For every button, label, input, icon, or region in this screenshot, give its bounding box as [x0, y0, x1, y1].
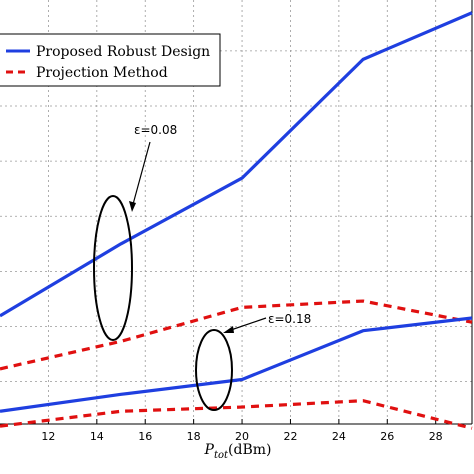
- x-tick-label: 14: [90, 430, 104, 443]
- annotation-arrow-lower: [227, 317, 267, 332]
- series-line-3: [0, 399, 473, 430]
- annotation-arrow-upper: [131, 141, 151, 209]
- x-tick-label: 12: [41, 430, 55, 443]
- x-tick-label: 22: [283, 430, 297, 443]
- annotation-label-eps-018: ε=0.18: [268, 312, 311, 326]
- x-tick-label: 20: [235, 430, 249, 443]
- annotation-arrowhead-lower: [223, 326, 234, 333]
- series-lines: [0, 11, 473, 430]
- x-axis-title-main: P: [204, 442, 215, 458]
- x-axis-title-unit: (dBm): [228, 442, 271, 458]
- annotation-ellipse-lower: [195, 329, 233, 411]
- x-axis-title-sub: tot: [214, 450, 229, 461]
- legend-label-proposed: Proposed Robust Design: [36, 44, 210, 60]
- annotation-label-eps-008: ε=0.08: [134, 123, 177, 137]
- annotation-ellipse-upper: [93, 195, 133, 341]
- legend-label-projection: Projection Method: [36, 65, 168, 81]
- annotation-arrowhead-upper: [129, 201, 136, 212]
- series-line-2: [0, 316, 473, 413]
- x-tick-label: 18: [187, 430, 201, 443]
- series-line-0: [0, 11, 473, 318]
- x-axis-title: Ptot(dBm): [204, 442, 272, 461]
- x-tick-label: 16: [138, 430, 152, 443]
- x-tick-label: 24: [332, 430, 346, 443]
- axes: [0, 0, 473, 425]
- legend: Proposed Robust Design Projection Method: [0, 33, 221, 87]
- legend-box: [0, 33, 221, 87]
- series-line-1: [0, 299, 473, 371]
- x-ticks: 12 14 16 18 20 22 24 26 28: [41, 419, 443, 443]
- x-tick-label: 28: [429, 430, 443, 443]
- x-tick-label: 26: [380, 430, 394, 443]
